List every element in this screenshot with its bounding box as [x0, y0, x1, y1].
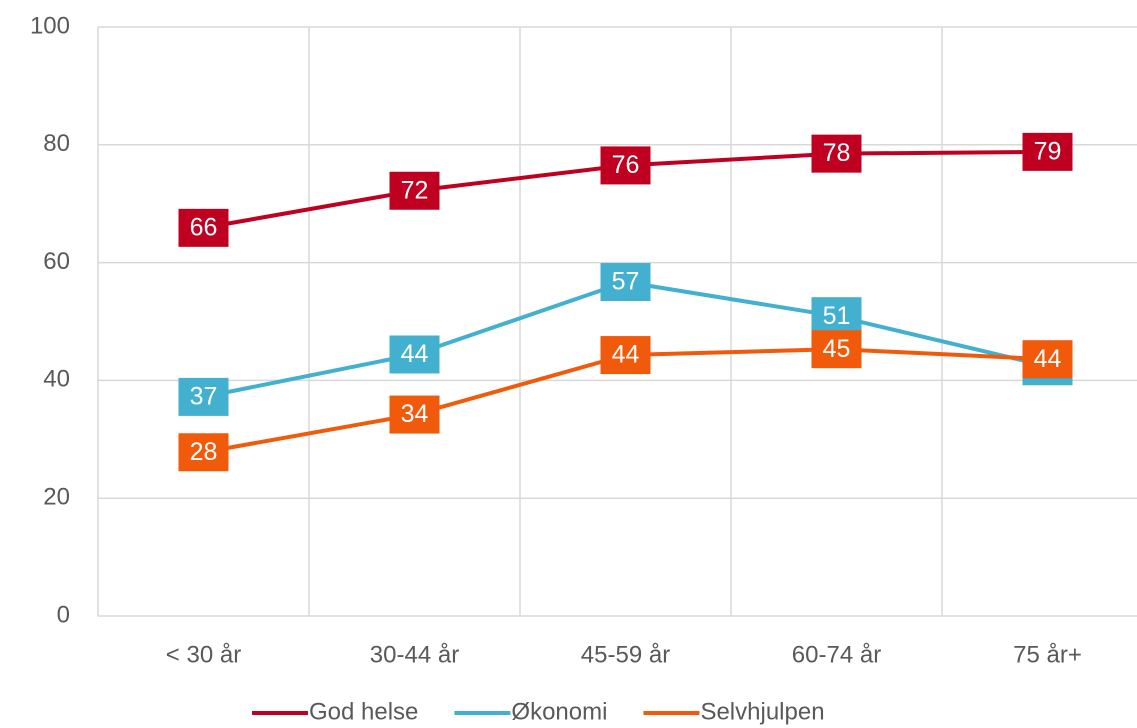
x-tick-label: 45-59 år: [581, 641, 670, 668]
data-label: 51: [811, 297, 862, 336]
y-tick-label: 20: [43, 484, 70, 511]
data-label: 28: [178, 433, 229, 472]
data-label: 76: [600, 146, 651, 185]
data-label-box: [600, 146, 651, 185]
legend-label: Økonomi: [511, 698, 607, 725]
data-label-box: [389, 171, 440, 210]
data-label-box: [178, 433, 229, 472]
data-label: 44: [1022, 340, 1073, 379]
data-label: 37: [178, 377, 229, 416]
data-label-text: 79: [1034, 137, 1062, 165]
data-label: 44: [600, 336, 651, 375]
y-tick-label: 0: [57, 601, 70, 628]
x-tick-label: 30-44 år: [370, 641, 459, 668]
data-label-text: 44: [612, 341, 640, 369]
data-label: 34: [389, 395, 440, 434]
data-label-box: [389, 395, 440, 434]
data-label-text: 66: [190, 213, 218, 241]
y-tick-label: 100: [30, 12, 70, 39]
data-label-text: 44: [401, 340, 429, 368]
y-tick-label: 80: [43, 130, 70, 157]
data-label-box: [1022, 340, 1073, 379]
data-label-box: [178, 208, 229, 247]
data-label-text: 78: [823, 139, 851, 167]
data-label-text: 44: [1034, 345, 1062, 373]
data-label-text: 51: [823, 302, 851, 330]
x-tick-label: 60-74 år: [792, 641, 881, 668]
data-label-box: [811, 134, 862, 173]
data-label-text: 72: [401, 176, 429, 204]
data-label-box: [811, 330, 862, 369]
legend-label: Selvhjulpen: [700, 698, 824, 725]
data-label-box: [811, 297, 862, 336]
data-label: 72: [389, 171, 440, 210]
data-label: 78: [811, 134, 862, 173]
data-label-text: 45: [823, 335, 851, 363]
data-label: 44: [389, 335, 440, 374]
data-label: 66: [178, 208, 229, 247]
data-label-text: 28: [190, 438, 218, 466]
data-label: 45: [811, 330, 862, 369]
data-label-text: 37: [190, 383, 218, 411]
data-label: 57: [600, 263, 651, 302]
legend-label: God helse: [309, 698, 418, 725]
data-label-box: [600, 336, 651, 375]
x-tick-label: 75 år+: [1013, 641, 1082, 668]
data-label-text: 34: [401, 400, 429, 428]
data-label: 79: [1022, 132, 1073, 171]
data-label-box: [1022, 132, 1073, 171]
data-label-text: 76: [612, 151, 640, 179]
y-tick-label: 60: [43, 248, 70, 275]
y-tick-label: 40: [43, 366, 70, 393]
data-label-box: [389, 335, 440, 374]
data-label-box: [600, 263, 651, 302]
x-tick-label: < 30 år: [166, 641, 241, 668]
data-label-text: 57: [612, 268, 640, 296]
data-label-box: [178, 377, 229, 416]
